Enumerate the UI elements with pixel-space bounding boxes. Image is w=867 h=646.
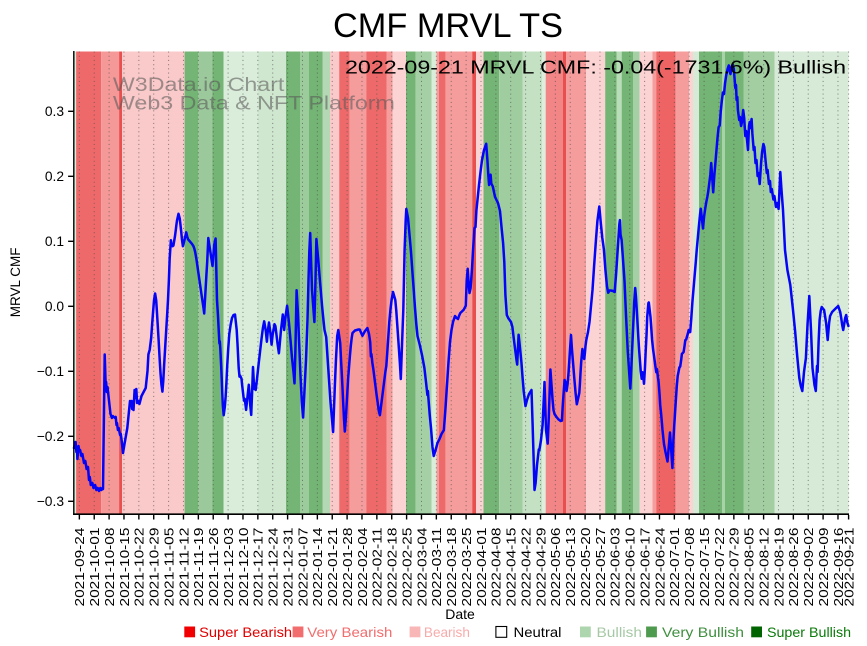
svg-text:2022-02-04: 2022-02-04 (355, 528, 370, 607)
svg-text:2022-07-15: 2022-07-15 (697, 528, 712, 607)
svg-text:2022-09-21 MRVL CMF: -0.04(-17: 2022-09-21 MRVL CMF: -0.04(-1731.6%) Bul… (345, 57, 846, 78)
svg-text:2022-09-02: 2022-09-02 (801, 528, 816, 607)
svg-text:2022-02-11: 2022-02-11 (370, 528, 385, 607)
svg-text:2022-08-05: 2022-08-05 (742, 528, 757, 607)
svg-text:2021-12-31: 2021-12-31 (280, 528, 295, 607)
svg-text:2022-03-04: 2022-03-04 (414, 528, 429, 607)
svg-text:2021-11-12: 2021-11-12 (176, 528, 191, 607)
svg-text:Date: Date (445, 606, 475, 622)
svg-text:2022-07-08: 2022-07-08 (682, 528, 697, 607)
svg-text:2022-05-13: 2022-05-13 (563, 528, 578, 607)
svg-text:2022-08-19: 2022-08-19 (771, 528, 786, 607)
svg-text:2021-12-10: 2021-12-10 (236, 528, 251, 607)
svg-text:2022-06-24: 2022-06-24 (652, 528, 667, 607)
svg-text:2022-01-14: 2022-01-14 (310, 528, 325, 607)
svg-text:2021-11-19: 2021-11-19 (191, 528, 206, 607)
svg-text:2021-10-22: 2021-10-22 (132, 528, 147, 607)
svg-text:Web3 Data & NFT Platform: Web3 Data & NFT Platform (113, 93, 395, 114)
svg-text:2022-02-25: 2022-02-25 (399, 528, 414, 607)
svg-text:2021-12-03: 2021-12-03 (221, 528, 236, 607)
svg-text:2022-09-09: 2022-09-09 (816, 528, 831, 607)
svg-text:2021-10-01: 2021-10-01 (87, 528, 102, 607)
svg-text:2022-05-27: 2022-05-27 (593, 528, 608, 607)
svg-text:2022-07-01: 2022-07-01 (667, 528, 682, 607)
svg-text:2022-01-07: 2022-01-07 (295, 528, 310, 607)
svg-text:2022-07-22: 2022-07-22 (712, 528, 727, 607)
svg-text:Bearish: Bearish (424, 625, 470, 640)
svg-text:2022-04-15: 2022-04-15 (504, 528, 519, 607)
svg-text:2022-04-29: 2022-04-29 (533, 528, 548, 607)
svg-text:2022-04-01: 2022-04-01 (474, 528, 489, 607)
svg-text:2021-11-05: 2021-11-05 (161, 528, 176, 607)
svg-text:2022-06-17: 2022-06-17 (637, 528, 652, 607)
svg-text:2022-06-03: 2022-06-03 (608, 528, 623, 607)
svg-text:2022-09-21: 2022-09-21 (841, 528, 856, 607)
svg-text:0.1: 0.1 (45, 234, 64, 249)
svg-text:W3Data.io Chart: W3Data.io Chart (113, 75, 285, 96)
svg-text:2021-12-24: 2021-12-24 (266, 528, 281, 607)
svg-text:2022-07-29: 2022-07-29 (727, 528, 742, 607)
svg-text:Neutral: Neutral (514, 625, 562, 640)
svg-text:Super Bearish: Super Bearish (199, 625, 292, 640)
svg-text:2022-04-22: 2022-04-22 (518, 528, 533, 607)
svg-text:2022-09-16: 2022-09-16 (831, 528, 846, 607)
svg-text:MRVL CMF: MRVL CMF (8, 248, 23, 318)
svg-text:2021-10-15: 2021-10-15 (117, 528, 132, 607)
svg-text:2021-10-08: 2021-10-08 (102, 528, 117, 607)
svg-text:−0.2: −0.2 (37, 429, 64, 444)
svg-text:Very Bearish: Very Bearish (307, 625, 392, 640)
svg-text:2022-03-18: 2022-03-18 (444, 528, 459, 607)
svg-text:Super Bullish: Super Bullish (767, 625, 851, 640)
svg-text:2022-01-28: 2022-01-28 (340, 528, 355, 607)
svg-text:Very Bullish: Very Bullish (662, 625, 744, 640)
svg-text:2022-06-10: 2022-06-10 (623, 528, 638, 607)
svg-text:2022-08-12: 2022-08-12 (756, 528, 771, 607)
svg-text:2022-01-21: 2022-01-21 (325, 528, 340, 607)
svg-text:2022-04-08: 2022-04-08 (489, 528, 504, 607)
svg-text:Bullish: Bullish (597, 625, 643, 640)
svg-text:0.2: 0.2 (45, 169, 64, 184)
svg-text:2021-10-29: 2021-10-29 (147, 528, 162, 607)
svg-text:2022-02-18: 2022-02-18 (385, 528, 400, 607)
svg-text:2022-05-20: 2022-05-20 (578, 528, 593, 607)
svg-text:−0.1: −0.1 (37, 364, 64, 379)
svg-text:0.0: 0.0 (45, 299, 65, 314)
svg-text:2022-05-06: 2022-05-06 (548, 528, 563, 607)
svg-text:−0.3: −0.3 (37, 494, 65, 509)
svg-text:CMF MRVL TS: CMF MRVL TS (333, 7, 563, 45)
svg-text:2022-03-11: 2022-03-11 (429, 528, 444, 607)
svg-text:2021-09-24: 2021-09-24 (72, 528, 87, 607)
svg-text:2022-08-26: 2022-08-26 (786, 528, 801, 607)
svg-text:0.3: 0.3 (45, 104, 65, 119)
svg-text:2022-03-25: 2022-03-25 (459, 528, 474, 607)
svg-text:2021-11-26: 2021-11-26 (206, 528, 221, 607)
svg-text:2021-12-17: 2021-12-17 (251, 528, 266, 607)
